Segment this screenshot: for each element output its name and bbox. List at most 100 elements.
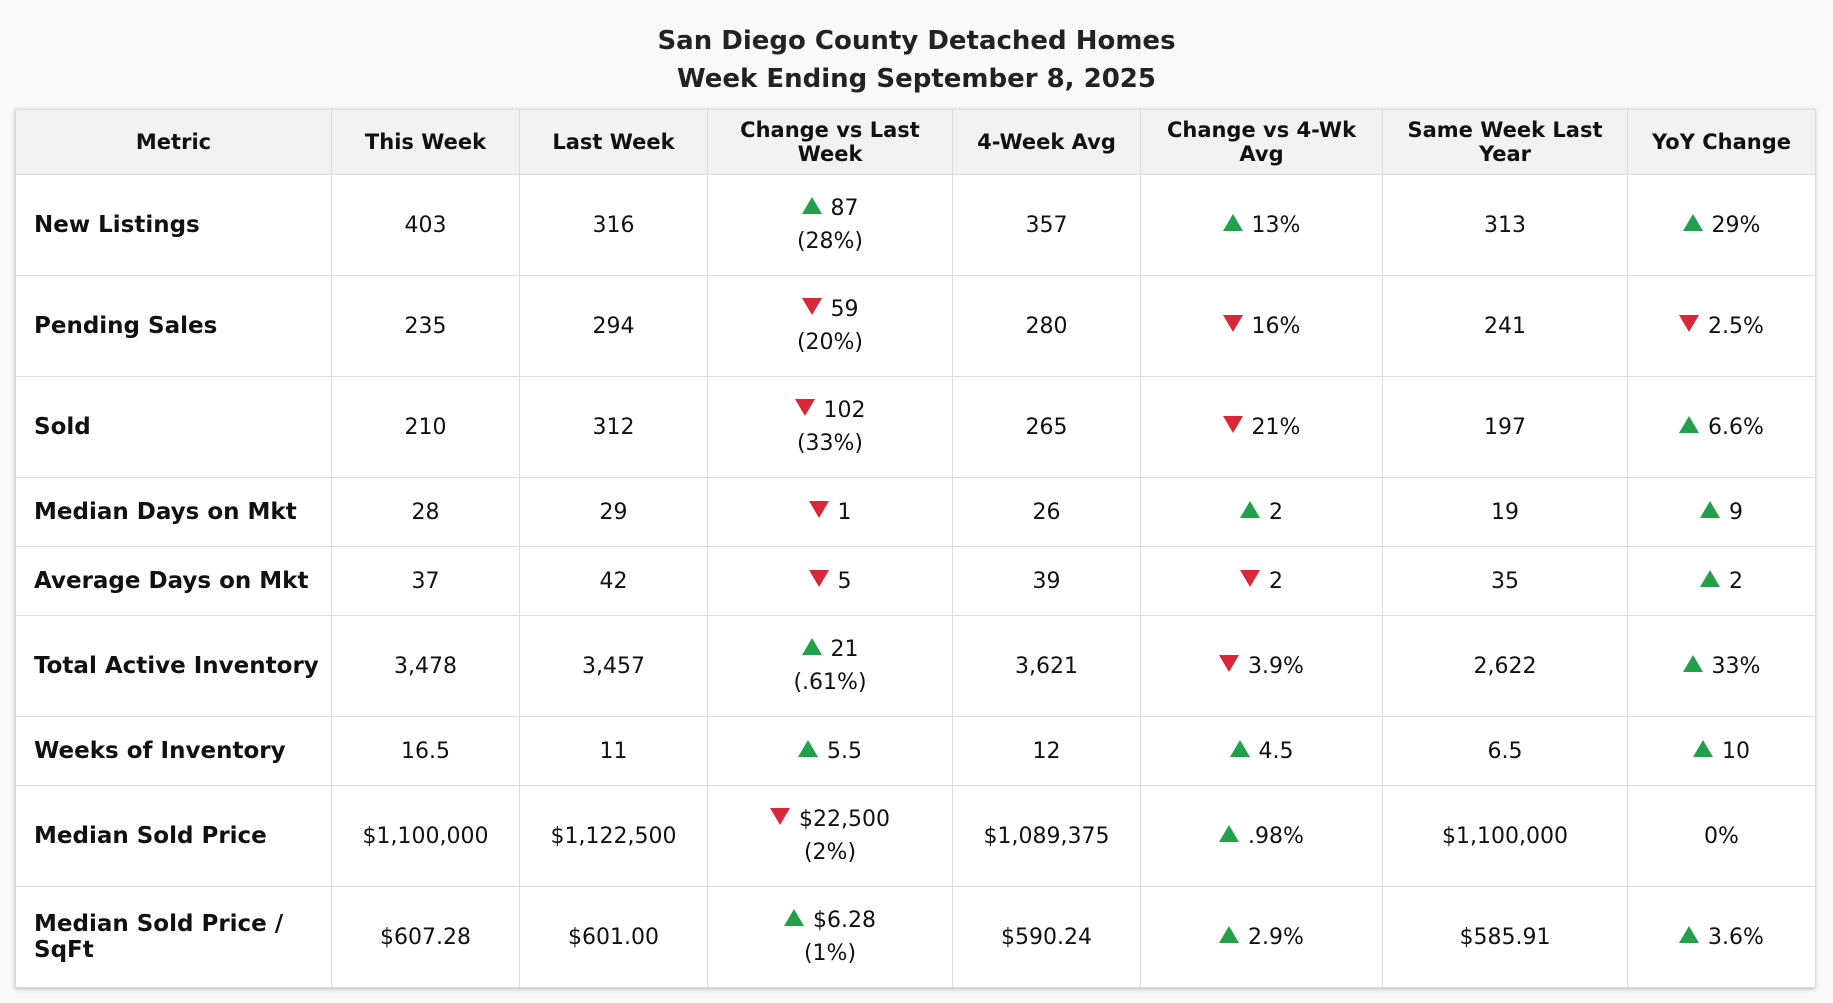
change-vs-last-week-value: 5.5 [827, 738, 862, 764]
column-header: Last Week [519, 109, 708, 175]
table-row: New Listings 403 316 87 (28%) 357 13% 313 29% [15, 174, 1816, 276]
up-arrow-icon [1229, 739, 1250, 757]
up-arrow-icon [798, 739, 818, 757]
change-vs-4wk-avg-value: 2.9% [1248, 924, 1304, 950]
column-header: Same Week Last Year [1382, 109, 1628, 175]
change-vs-4wk-avg-value: 4.5 [1258, 738, 1294, 764]
chart-title: San Diego County Detached Homes [657, 26, 1176, 56]
same-week-last-year-value: 6.5 [1382, 716, 1628, 786]
change-vs-last-week-value-line: 59 [714, 293, 946, 326]
same-week-last-year-value: 35 [1382, 546, 1628, 616]
change-vs-4wk-avg: 21% [1140, 376, 1383, 478]
four-week-avg-value: 26 [952, 477, 1141, 547]
up-arrow-icon [1682, 213, 1703, 231]
down-arrow-icon [1222, 314, 1243, 332]
chart-title-block: San Diego County Detached Homes Week End… [0, 22, 1833, 98]
change-vs-last-week-percent: (2%) [803, 840, 857, 865]
change-vs-4wk-avg-value: 16% [1251, 313, 1301, 339]
down-arrow-icon [1240, 569, 1260, 587]
change-vs-4wk-avg-value-line: 21% [1147, 411, 1376, 444]
yoy-change-value-line: 29% [1634, 209, 1809, 242]
change-vs-last-week-percent: (28%) [796, 229, 864, 254]
up-arrow-icon [801, 197, 822, 214]
change-vs-last-week: $22,500 (2%) [707, 785, 953, 887]
change-vs-last-week-value-line: 21 [714, 633, 946, 666]
yoy-change: 6.6% [1627, 376, 1816, 478]
table-row: Median Sold Price $1,100,000 $1,122,500 $22… [15, 785, 1816, 887]
change-vs-4wk-avg: 4.5 [1140, 716, 1383, 786]
change-vs-last-week-value: 102 [823, 398, 866, 423]
four-week-avg-value: 357 [952, 174, 1141, 276]
last-week-value: 29 [519, 477, 708, 547]
change-vs-last-week: 1 [707, 477, 953, 547]
change-vs-4wk-avg-value: 13% [1251, 212, 1301, 238]
yoy-change: 3.6% [1627, 886, 1816, 988]
change-vs-last-week: 21 (.61%) [707, 615, 953, 717]
yoy-change: 9 [1627, 477, 1816, 547]
change-vs-last-week-value: 59 [830, 297, 859, 322]
up-arrow-icon [1682, 654, 1703, 672]
same-week-last-year-value: 2,622 [1382, 615, 1628, 717]
change-vs-4wk-avg-value: 2 [1269, 568, 1283, 594]
this-week-value: $607.28 [331, 886, 520, 988]
header-row: Metric This Week Last Week Change vs Las… [15, 109, 1816, 175]
up-arrow-icon [1700, 569, 1720, 587]
change-vs-4wk-avg: 2.9% [1140, 886, 1383, 988]
change-vs-4wk-avg-value-line: 4.5 [1147, 735, 1376, 768]
table-row: Median Sold Price / SqFt $607.28 $601.00 $6… [15, 886, 1816, 988]
chart-subtitle: Week Ending September 8, 2025 [677, 64, 1156, 94]
down-arrow-icon [1219, 654, 1240, 672]
change-vs-last-week: 5 [707, 546, 953, 616]
change-vs-last-week-percent: (.61%) [793, 670, 867, 695]
change-vs-4wk-avg-value: .98% [1248, 823, 1304, 849]
change-vs-last-week: $6.28 (1%) [707, 886, 953, 988]
metric-label: Pending Sales [15, 275, 332, 377]
yoy-change-value-line: 10 [1634, 735, 1809, 768]
table-row: Total Active Inventory 3,478 3,457 21 (.61%)… [15, 615, 1816, 717]
table-body: New Listings 403 316 87 (28%) 357 13% 313 29% Pen… [15, 174, 1816, 988]
four-week-avg-value: $590.24 [952, 886, 1141, 988]
same-week-last-year-value: $585.91 [1382, 886, 1628, 988]
change-vs-last-week-value: 5 [837, 568, 852, 594]
column-header: YoY Change [1627, 109, 1816, 175]
change-vs-last-week-percent: (20%) [796, 330, 864, 355]
change-vs-4wk-avg: 13% [1140, 174, 1383, 276]
down-arrow-icon [1679, 314, 1700, 332]
column-header: 4-Week Avg [952, 109, 1141, 175]
change-vs-last-week-value: 21 [830, 637, 859, 662]
last-week-value: 312 [519, 376, 708, 478]
last-week-value: 42 [519, 546, 708, 616]
yoy-change-value-line: 33% [1634, 650, 1809, 683]
this-week-value: 16.5 [331, 716, 520, 786]
up-arrow-icon [1219, 925, 1240, 943]
change-vs-last-week-value-line: $22,500 [714, 803, 946, 836]
change-vs-last-week-value-line: 87 [714, 192, 946, 225]
last-week-value: 3,457 [519, 615, 708, 717]
four-week-avg-value: 39 [952, 546, 1141, 616]
table-row: Pending Sales 235 294 59 (20%) 280 16% 241 2.5% [15, 275, 1816, 377]
change-vs-4wk-avg: 16% [1140, 275, 1383, 377]
change-vs-last-week-value: 87 [830, 196, 859, 221]
down-arrow-icon [770, 808, 790, 825]
down-arrow-icon [794, 399, 815, 416]
change-vs-last-week-value-line: 102 [714, 394, 946, 427]
yoy-change-value: 9 [1729, 499, 1743, 525]
metrics-table-container: Metric This Week Last Week Change vs Las… [15, 109, 1816, 988]
change-vs-4wk-avg: 3.9% [1140, 615, 1383, 717]
last-week-value: $1,122,500 [519, 785, 708, 887]
change-vs-4wk-avg: .98% [1140, 785, 1383, 887]
up-arrow-icon [1693, 739, 1713, 757]
change-vs-last-week-value-line: 1 [714, 496, 946, 529]
four-week-avg-value: 3,621 [952, 615, 1141, 717]
last-week-value: 11 [519, 716, 708, 786]
change-vs-last-week: 59 (20%) [707, 275, 953, 377]
same-week-last-year-value: 197 [1382, 376, 1628, 478]
yoy-change-value-line: 0% [1634, 820, 1809, 853]
four-week-avg-value: 280 [952, 275, 1141, 377]
yoy-change-value: 3.6% [1708, 924, 1764, 950]
same-week-last-year-value: 313 [1382, 174, 1628, 276]
change-vs-last-week-value: 1 [837, 499, 852, 525]
four-week-avg-value: $1,089,375 [952, 785, 1141, 887]
change-vs-4wk-avg-value-line: .98% [1147, 820, 1376, 853]
metric-label: Total Active Inventory [15, 615, 332, 717]
